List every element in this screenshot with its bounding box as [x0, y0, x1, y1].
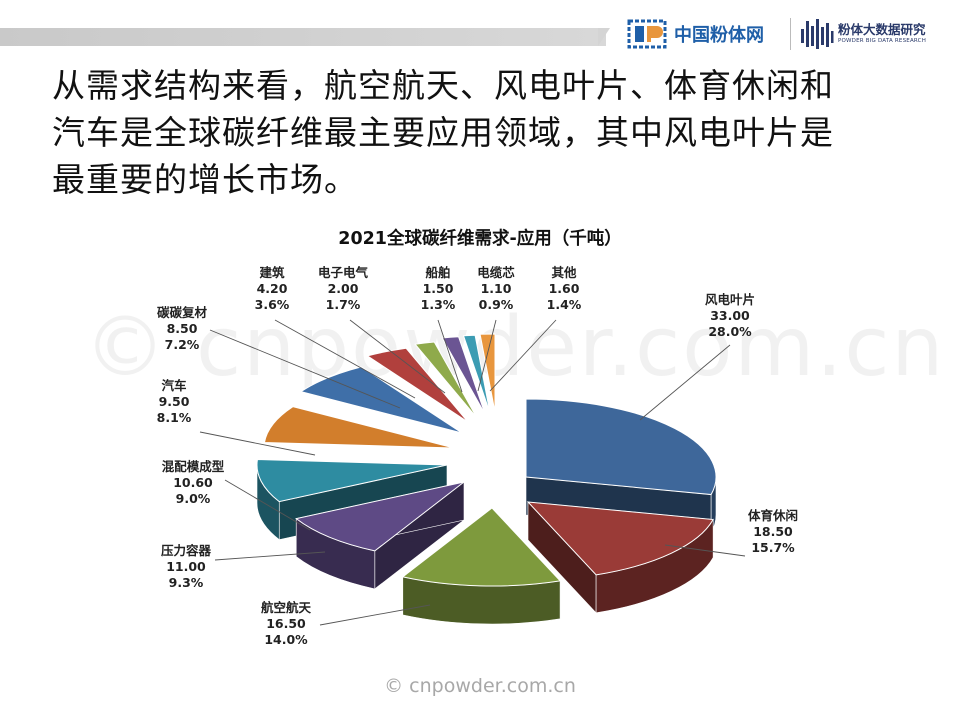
headline-line-1: 从需求结构来看，航空航天、风电叶片、体育休闲和 [52, 66, 834, 105]
slice-percent-label: 1.4% [547, 297, 582, 312]
slice-percent-label: 9.3% [169, 575, 204, 590]
pie-slice[interactable] [441, 336, 486, 415]
slice-percent-label: 9.0% [176, 491, 211, 506]
powder-big-data-logo-cn: 粉体大数据研究 [838, 21, 926, 37]
cnpowder-logo-icon [627, 19, 667, 49]
chart-title: 2021全球碳纤维需求-应用（千吨） [338, 228, 621, 249]
slice-percent-label: 8.1% [157, 410, 192, 425]
slice-label: 建筑 [259, 265, 285, 280]
watermark: © cnpowder.com.cn [84, 300, 946, 395]
leader-line [349, 319, 446, 394]
header-stripe [0, 28, 606, 46]
pie-slice[interactable] [414, 341, 478, 419]
slice-value-label: 4.20 [257, 281, 288, 296]
slice-percent-label: 0.9% [479, 297, 514, 312]
slice-value-label: 16.50 [266, 616, 306, 631]
slice-label: 船舶 [425, 265, 450, 280]
headline: 从需求结构来看，航空航天、风电叶片、体育休闲和 汽车是全球碳纤维最主要应用领域，… [52, 62, 932, 203]
footer-copyright: © cnpowder.com.cn [384, 675, 576, 697]
leader-line [209, 329, 401, 409]
slice-percent-label: 1.7% [326, 297, 361, 312]
slice-label: 压力容器 [161, 543, 212, 558]
slice-value-label: 9.50 [159, 394, 190, 409]
header-stripe-cap [598, 28, 610, 46]
slice-label: 混配模成型 [162, 459, 225, 474]
slice-value-label: 18.50 [753, 524, 793, 539]
leader-line [224, 479, 311, 531]
slice-label: 电子电气 [318, 265, 369, 280]
headline-line-3: 最重要的增长市场。 [52, 160, 358, 199]
pie-slice[interactable] [295, 481, 465, 552]
slice-percent-label: 3.6% [255, 297, 290, 312]
pie-slice[interactable] [366, 347, 469, 423]
pie-slice[interactable] [256, 459, 448, 503]
pie-slice[interactable] [401, 507, 562, 587]
leader-line [274, 319, 416, 399]
pie-slice[interactable] [479, 333, 496, 413]
slice-percent-label: 1.3% [421, 297, 456, 312]
pie-slice[interactable] [263, 406, 455, 449]
slice-label: 体育休闲 [748, 508, 798, 523]
pie-slice[interactable] [462, 334, 491, 414]
slice-value-label: 33.00 [710, 308, 750, 323]
leader-line [489, 319, 557, 392]
cnpowder-logo-text: 中国粉体网 [674, 25, 764, 46]
slice-label: 碳碳复材 [157, 305, 208, 320]
slice-label: 汽车 [161, 378, 187, 393]
pie-slice[interactable] [525, 398, 717, 496]
logo-divider [790, 18, 791, 50]
slice-label: 风电叶片 [705, 292, 755, 307]
slice-value-label: 11.00 [166, 559, 206, 574]
bar-chart-logo-icon [801, 19, 834, 49]
leader-line [437, 319, 463, 393]
slice-percent-label: 28.0% [708, 324, 752, 339]
slice-value-label: 8.50 [167, 321, 198, 336]
slice-value-label: 1.60 [549, 281, 580, 296]
slice-label: 其他 [551, 265, 577, 280]
slice-value-label: 2.00 [328, 281, 359, 296]
leader-line [477, 319, 497, 392]
slice-value-label: 10.60 [173, 475, 213, 490]
leader-line [199, 431, 316, 456]
pie-slice[interactable] [526, 501, 714, 576]
slice-value-label: 1.50 [423, 281, 454, 296]
slice-label: 电缆芯 [477, 265, 515, 280]
slice-percent-label: 7.2% [165, 337, 200, 352]
powder-big-data-logo[interactable]: 粉体大数据研究 POWDER BIG DATA RESEARCH [800, 14, 926, 54]
powder-big-data-logo-en: POWDER BIG DATA RESEARCH [838, 38, 927, 44]
slice-value-label: 1.10 [481, 281, 512, 296]
leader-line [639, 344, 731, 421]
leader-line [214, 551, 326, 561]
leader-line [664, 544, 746, 557]
slice-percent-label: 15.7% [751, 540, 795, 555]
headline-line-2: 汽车是全球碳纤维最主要应用领域，其中风电叶片是 [52, 113, 834, 152]
cnpowder-logo[interactable]: 中国粉体网 [626, 14, 764, 54]
leader-line [319, 604, 431, 626]
slice-percent-label: 14.0% [264, 632, 308, 647]
slice-label: 航空航天 [261, 600, 312, 615]
